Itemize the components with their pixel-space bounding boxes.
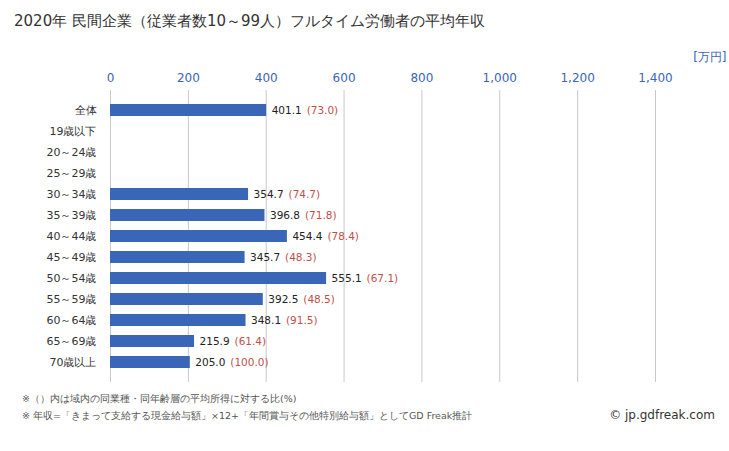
svg-text:50～54歳: 50～54歳 xyxy=(47,272,97,285)
svg-text:392.5: 392.5 xyxy=(268,293,298,305)
svg-text:348.1: 348.1 xyxy=(251,314,281,326)
html-text:© jp.gdfreak.com: © jp.gdfreak.com xyxy=(609,408,715,422)
svg-text:1,000: 1,000 xyxy=(483,71,517,85)
svg-text:800: 800 xyxy=(410,71,433,85)
svg-text:(100.0): (100.0) xyxy=(230,356,268,368)
svg-text:65～69歳: 65～69歳 xyxy=(47,335,97,348)
svg-text:(48.3): (48.3) xyxy=(285,251,317,263)
svg-text:454.4: 454.4 xyxy=(292,230,322,242)
html-text:2020年 民間企業（従業者数10～99人）フルタイム労働者: 2020年 民間企業（従業者数10～99人）フルタイム労働者の平均年収 xyxy=(14,12,486,30)
svg-text:30～34歳: 30～34歳 xyxy=(47,188,97,201)
svg-text:70歳以上: 70歳以上 xyxy=(50,356,97,369)
svg-text:354.7: 354.7 xyxy=(254,188,284,200)
svg-text:1,400: 1,400 xyxy=(638,71,672,85)
svg-text:40～44歳: 40～44歳 xyxy=(47,230,97,243)
svg-text:55～59歳: 55～59歳 xyxy=(47,293,97,306)
svg-text:600: 600 xyxy=(333,71,356,85)
svg-text:(91.5): (91.5) xyxy=(286,314,318,326)
svg-text:(61.4): (61.4) xyxy=(235,335,267,347)
svg-text:400: 400 xyxy=(255,71,278,85)
svg-text:(73.0): (73.0) xyxy=(307,104,339,116)
svg-text:35～39歳: 35～39歳 xyxy=(47,209,97,222)
svg-text:396.8: 396.8 xyxy=(270,209,300,221)
svg-text:200: 200 xyxy=(177,71,200,85)
svg-text:19歳以下: 19歳以下 xyxy=(50,125,97,138)
svg-text:20～24歳: 20～24歳 xyxy=(47,146,97,159)
svg-text:0: 0 xyxy=(107,71,115,85)
svg-text:205.0: 205.0 xyxy=(195,356,225,368)
html-text:※ 年収=「きまって支給する現金給与額」×12+「年間賞与そ: ※ 年収=「きまって支給する現金給与額」×12+「年間賞与その他特別給与額」とし… xyxy=(22,410,473,421)
svg-text:(48.5): (48.5) xyxy=(303,293,335,305)
svg-text:60～64歳: 60～64歳 xyxy=(47,314,97,327)
svg-text:25～29歳: 25～29歳 xyxy=(47,167,97,180)
svg-text:345.7: 345.7 xyxy=(250,251,280,263)
svg-text:(74.7): (74.7) xyxy=(289,188,321,200)
svg-text:(78.4): (78.4) xyxy=(327,230,359,242)
html-text:※（）内は域内の同業種・同年齢層の平均所得に対する比(%): ※（）内は域内の同業種・同年齢層の平均所得に対する比(%) xyxy=(22,393,297,404)
svg-text:[万円]: [万円] xyxy=(693,50,726,64)
svg-text:(67.1): (67.1) xyxy=(367,272,399,284)
svg-text:215.9: 215.9 xyxy=(200,335,230,347)
svg-text:555.1: 555.1 xyxy=(332,272,362,284)
svg-text:(71.8): (71.8) xyxy=(305,209,337,221)
svg-text:全体: 全体 xyxy=(75,104,97,117)
svg-text:45～49歳: 45～49歳 xyxy=(47,251,97,264)
svg-text:1,200: 1,200 xyxy=(560,71,594,85)
svg-text:401.1: 401.1 xyxy=(272,104,302,116)
